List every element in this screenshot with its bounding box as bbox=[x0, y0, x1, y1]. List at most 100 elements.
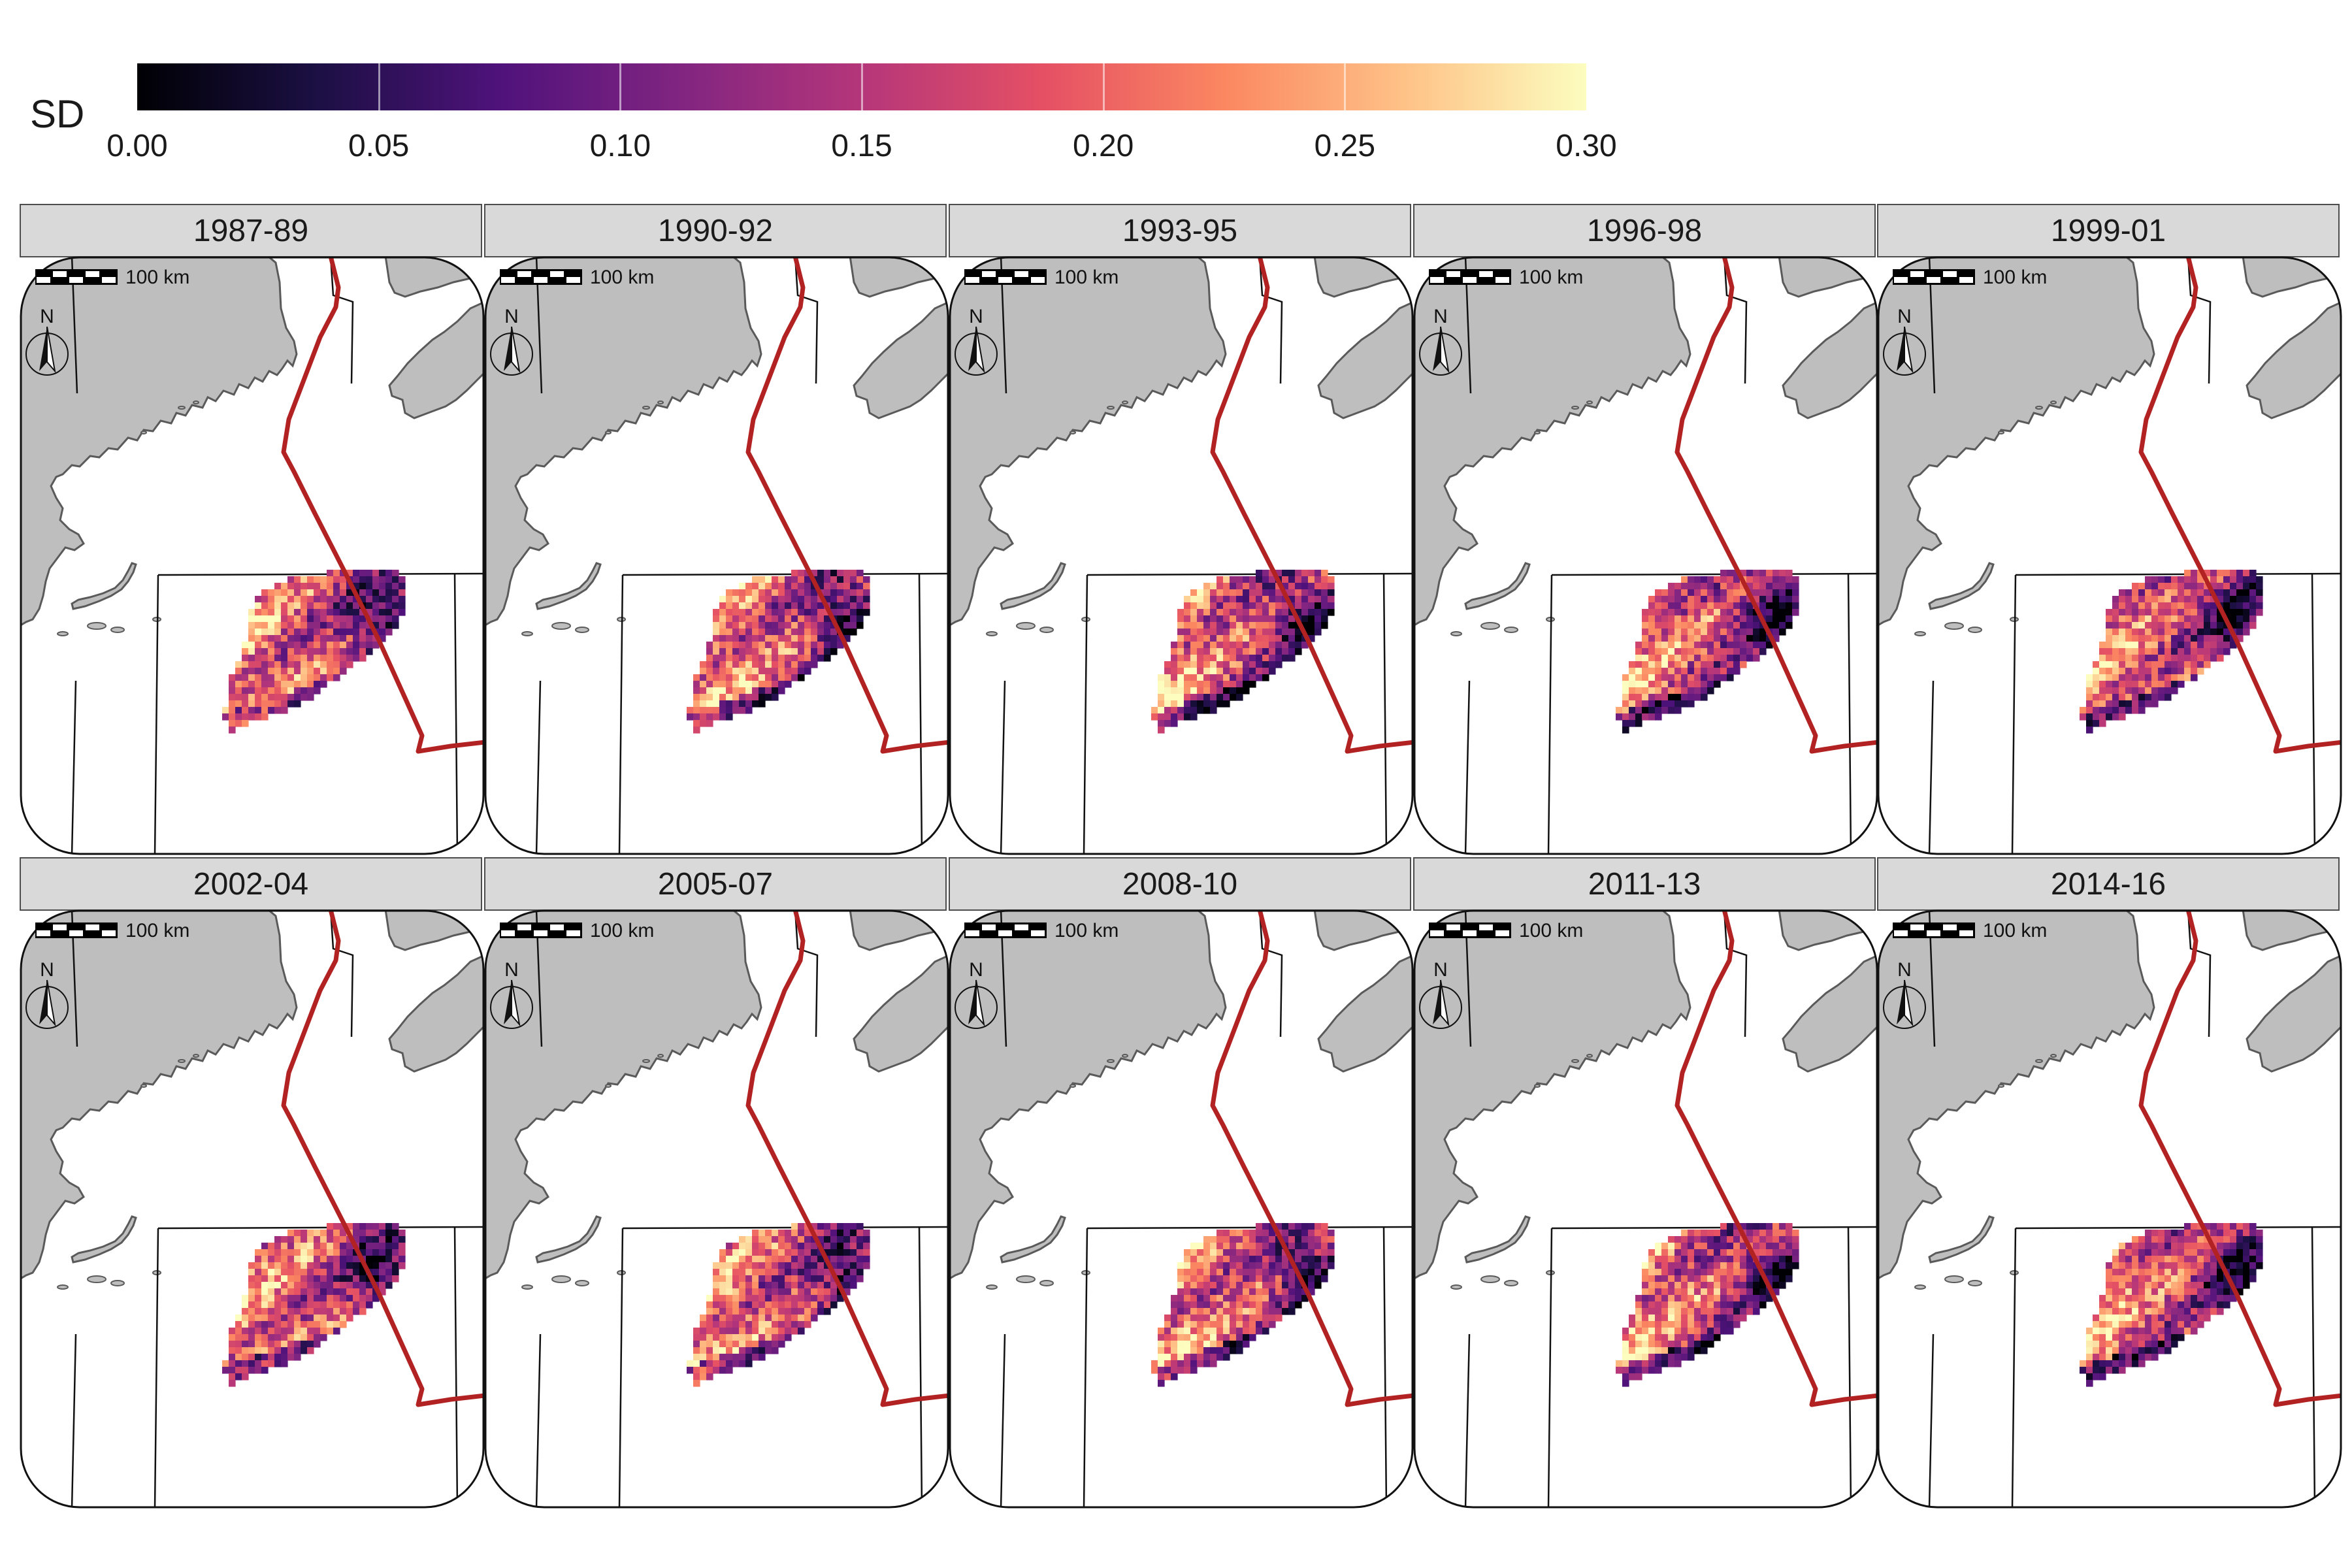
sd-cell bbox=[320, 622, 327, 629]
sd-cell bbox=[2158, 694, 2165, 701]
sd-cell bbox=[2197, 1282, 2204, 1289]
sd-cell bbox=[791, 622, 798, 629]
sd-cell bbox=[700, 661, 707, 668]
sd-cell bbox=[1295, 1301, 1302, 1309]
sd-cell bbox=[2106, 700, 2113, 708]
sd-cell bbox=[2223, 1262, 2230, 1269]
sd-cell bbox=[242, 1328, 249, 1335]
sd-cell bbox=[1648, 661, 1656, 668]
sd-cell bbox=[287, 1249, 295, 1256]
sd-cell bbox=[2106, 1282, 2113, 1289]
sd-cell bbox=[804, 1236, 811, 1243]
island bbox=[1107, 406, 1115, 410]
sd-cell bbox=[1681, 681, 1688, 688]
sd-cell bbox=[372, 570, 380, 577]
north-arrow-right bbox=[1904, 979, 1914, 1027]
sd-cell bbox=[1740, 1288, 1747, 1296]
sd-cell bbox=[1668, 1341, 1675, 1348]
sd-cell bbox=[778, 1269, 785, 1276]
sd-cell bbox=[301, 583, 308, 590]
sd-cell bbox=[1262, 674, 1269, 681]
sd-cell bbox=[2145, 1328, 2152, 1335]
sd-cell bbox=[1243, 687, 1250, 694]
island bbox=[1070, 1084, 1076, 1088]
sd-cell bbox=[229, 1380, 236, 1387]
sd-cell bbox=[1177, 648, 1184, 655]
sd-cell bbox=[1177, 629, 1184, 636]
sd-cell bbox=[824, 1301, 831, 1309]
sd-cell bbox=[1203, 635, 1211, 642]
sd-cell bbox=[1635, 642, 1642, 649]
sd-cell bbox=[2191, 1282, 2198, 1289]
sd-cell bbox=[1262, 609, 1269, 616]
sd-cell bbox=[778, 668, 785, 675]
sd-cell bbox=[857, 622, 864, 629]
sd-cell bbox=[346, 629, 353, 636]
sd-cell bbox=[222, 1360, 229, 1367]
sd-cell bbox=[752, 687, 759, 694]
sd-cell bbox=[2249, 1249, 2257, 1256]
land-nova-scotia bbox=[853, 300, 948, 419]
sd-cell bbox=[857, 1269, 864, 1276]
sd-cell bbox=[379, 583, 386, 590]
sd-cell bbox=[1230, 687, 1237, 694]
sd-cell bbox=[759, 694, 766, 701]
sd-cell bbox=[2184, 1295, 2191, 1302]
sd-cell bbox=[1786, 609, 1793, 616]
sd-cell bbox=[1256, 622, 1263, 629]
sd-cell bbox=[2184, 1315, 2191, 1322]
sd-cell bbox=[281, 622, 288, 629]
sd-cell bbox=[1688, 1301, 1695, 1309]
land-mainland bbox=[1878, 911, 2155, 1281]
sd-cell bbox=[726, 1295, 733, 1302]
sd-cell bbox=[248, 713, 255, 721]
map-content bbox=[21, 911, 483, 1507]
sd-cell bbox=[1197, 609, 1204, 616]
sd-cell bbox=[1288, 615, 1296, 623]
sd-cell bbox=[2119, 668, 2126, 675]
sd-cell bbox=[1648, 1347, 1656, 1354]
sd-cell bbox=[1243, 661, 1250, 668]
sd-cell bbox=[261, 622, 269, 629]
sd-cell bbox=[1720, 1301, 1727, 1309]
sd-cell bbox=[1288, 1223, 1296, 1230]
sd-cell bbox=[255, 1321, 262, 1328]
sd-cell bbox=[745, 1341, 753, 1348]
sd-cell bbox=[1714, 589, 1721, 596]
sd-cell bbox=[2197, 1275, 2204, 1282]
sd-cell bbox=[1197, 1288, 1204, 1296]
sd-cell bbox=[2197, 589, 2204, 596]
sd-cell bbox=[1230, 1347, 1237, 1354]
sd-cell bbox=[2138, 687, 2146, 694]
sd-cell bbox=[745, 1262, 753, 1269]
sd-cell bbox=[1184, 1334, 1191, 1341]
sd-cell bbox=[333, 1295, 340, 1302]
sd-cell bbox=[752, 635, 759, 642]
sd-cell bbox=[1295, 1262, 1302, 1269]
sd-cell bbox=[2178, 1328, 2185, 1335]
sd-cell bbox=[1203, 1249, 1211, 1256]
sd-cell bbox=[2210, 583, 2217, 590]
sd-cell bbox=[2106, 668, 2113, 675]
sd-cell bbox=[359, 1295, 367, 1302]
sd-cell bbox=[1158, 1328, 1165, 1335]
sd-cell bbox=[287, 681, 295, 688]
sd-cell bbox=[1217, 615, 1224, 623]
map-view: 100 kmN bbox=[1877, 256, 2342, 855]
sd-cell bbox=[314, 609, 321, 616]
sd-cell bbox=[1223, 1328, 1230, 1335]
sd-cell bbox=[2125, 700, 2132, 708]
sd-cell bbox=[294, 609, 301, 616]
sd-cell bbox=[726, 674, 733, 681]
sd-cell bbox=[1210, 615, 1217, 623]
island bbox=[657, 400, 664, 404]
sd-cell bbox=[2125, 1321, 2132, 1328]
sd-cell bbox=[2171, 1236, 2178, 1243]
sd-cell bbox=[830, 635, 838, 642]
sd-cell bbox=[327, 668, 334, 675]
sd-cell bbox=[1217, 1275, 1224, 1282]
sd-cell bbox=[745, 648, 753, 655]
sd-cell bbox=[1197, 615, 1204, 623]
sd-cell bbox=[719, 1328, 727, 1335]
